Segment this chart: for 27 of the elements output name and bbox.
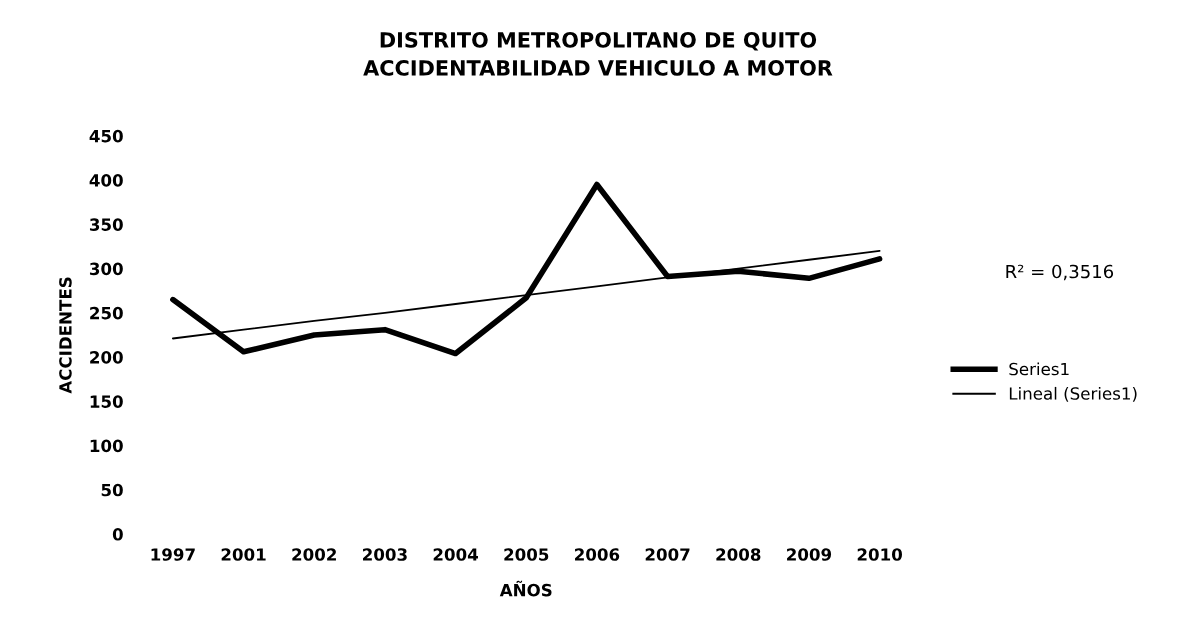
x-tick-label: 2006 <box>575 548 620 561</box>
y-axis-title: ACCIDENTES <box>59 277 72 394</box>
x-tick-label: 2005 <box>504 548 549 561</box>
x-tick-label: 2003 <box>363 548 407 561</box>
y-tick-label: 150 <box>90 395 123 408</box>
x-tick-label: 2001 <box>221 548 266 561</box>
x-tick-label: 2002 <box>292 548 336 561</box>
legend-label: Lineal (Series1) <box>1009 386 1137 402</box>
x-axis-title: AÑOS <box>499 580 552 597</box>
x-tick-label: 2004 <box>433 548 478 561</box>
x-tick-label: 1997 <box>151 548 195 561</box>
y-tick-label: 400 <box>89 174 123 187</box>
x-tick-label: 2010 <box>857 548 902 561</box>
text: R² = 0,3516 <box>1006 264 1114 281</box>
y-tick-label: 450 <box>89 129 123 143</box>
y-tick-label: 200 <box>90 351 123 364</box>
chart-title: DISTRITO METROPOLITANO DE QUITO ACCIDENTABILIDAD VEHICULO A MOTOR <box>363 31 833 76</box>
y-tick-label: 300 <box>89 262 123 276</box>
y-tick-label: 250 <box>90 306 123 320</box>
y-tick-label: 0 <box>112 528 123 541</box>
x-tick-label: 2009 <box>787 548 832 561</box>
x-tick-label: 2007 <box>645 548 690 561</box>
legend-label: Series1 <box>1009 362 1069 376</box>
x-tick-label: 2008 <box>716 548 761 561</box>
y-tick-label: 50 <box>101 483 123 497</box>
y-tick-label: 100 <box>90 439 123 453</box>
y-tick-label: 350 <box>89 218 123 231</box>
